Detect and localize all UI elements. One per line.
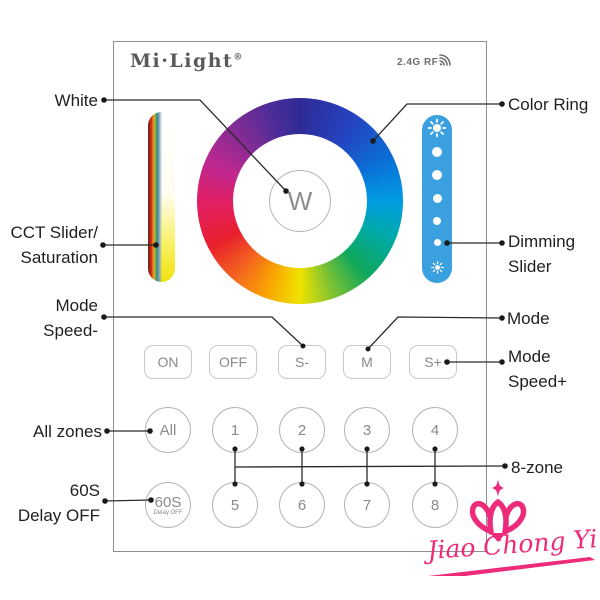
- dim-level-dot[interactable]: [433, 217, 441, 225]
- callout-color-ring: Color Ring: [508, 95, 589, 114]
- cct-saturation-slider[interactable]: [148, 112, 175, 282]
- rf-text: 2.4G RF: [397, 57, 439, 68]
- zone-4-label: 4: [430, 421, 440, 439]
- seller-logo: Jiao Chong Yi: [421, 479, 598, 576]
- all-zones-button-label: All: [159, 421, 177, 439]
- dim-level-dot[interactable]: [432, 194, 442, 203]
- zone-7-label: 7: [362, 496, 372, 514]
- speed-plus-label: S+: [424, 354, 442, 370]
- brightness-low-icon: [430, 261, 444, 274]
- zone-8-label: 8: [430, 496, 440, 514]
- zone-5-button[interactable]: 5: [212, 482, 258, 528]
- zone-5-label: 5: [230, 496, 240, 514]
- star-icon: [492, 479, 504, 497]
- brightness-high-icon: [427, 118, 447, 138]
- off-button-label: OFF: [219, 354, 247, 370]
- callout-8-zone: 8-zone: [511, 458, 563, 477]
- rf-signal-icon: [439, 54, 452, 66]
- delay-off-sub-label: Delay OFF: [153, 510, 183, 516]
- registered-mark: ®: [233, 52, 243, 63]
- callout-dimming-slider: Dimming Slider: [508, 232, 576, 276]
- callout-white: White: [54, 91, 98, 110]
- white-button-label: W: [287, 185, 313, 216]
- dim-level-dot[interactable]: [432, 147, 442, 157]
- zone-1-button[interactable]: 1: [212, 407, 258, 453]
- on-button[interactable]: ON: [144, 345, 192, 379]
- zone-1-label: 1: [230, 421, 240, 439]
- off-button[interactable]: OFF: [209, 345, 257, 379]
- callout-delay-off: 60S Delay OFF: [17, 481, 100, 525]
- callout-mode: Mode: [507, 309, 550, 328]
- zone-7-button[interactable]: 7: [344, 482, 390, 528]
- callout-all-zones: All zones: [33, 422, 102, 441]
- dimming-slider[interactable]: [422, 115, 452, 283]
- rf-label: 2.4G RF: [397, 54, 453, 68]
- zone-2-label: 2: [297, 421, 307, 439]
- callout-mode-speed-plus: Mode Speed+: [508, 347, 568, 391]
- callout-cct-saturation: CCT Slider/Saturation: [10, 223, 98, 267]
- brand-logo: Mi·Light®: [130, 50, 242, 72]
- zone-6-label: 6: [297, 496, 307, 514]
- callout-mode-speed-minus: Mode Speed-: [43, 296, 98, 340]
- zone-4-button[interactable]: 4: [412, 407, 458, 453]
- speed-minus-label: S-: [295, 354, 309, 370]
- mode-button-label: M: [361, 354, 373, 370]
- delay-off-main-label: 60S: [154, 494, 182, 511]
- zone-6-button[interactable]: 6: [279, 482, 325, 528]
- dim-level-dot[interactable]: [432, 170, 442, 180]
- crown-base: [490, 533, 506, 542]
- swoosh-underline: [428, 557, 595, 576]
- zone-3-button[interactable]: 3: [344, 407, 390, 453]
- zone-3-label: 3: [362, 421, 372, 439]
- brand-text: Mi·Light: [130, 50, 234, 72]
- dim-level-dot[interactable]: [433, 239, 441, 246]
- all-zones-button[interactable]: All: [145, 407, 191, 453]
- crown-icon: [469, 499, 527, 535]
- delay-off-button[interactable]: 60S Delay OFF: [145, 482, 191, 528]
- zone-2-button[interactable]: 2: [279, 407, 325, 453]
- speed-minus-button[interactable]: S-: [278, 345, 326, 379]
- mode-button[interactable]: M: [343, 345, 391, 379]
- speed-plus-button[interactable]: S+: [409, 345, 457, 379]
- white-button[interactable]: W: [269, 170, 331, 232]
- on-button-label: ON: [157, 354, 179, 370]
